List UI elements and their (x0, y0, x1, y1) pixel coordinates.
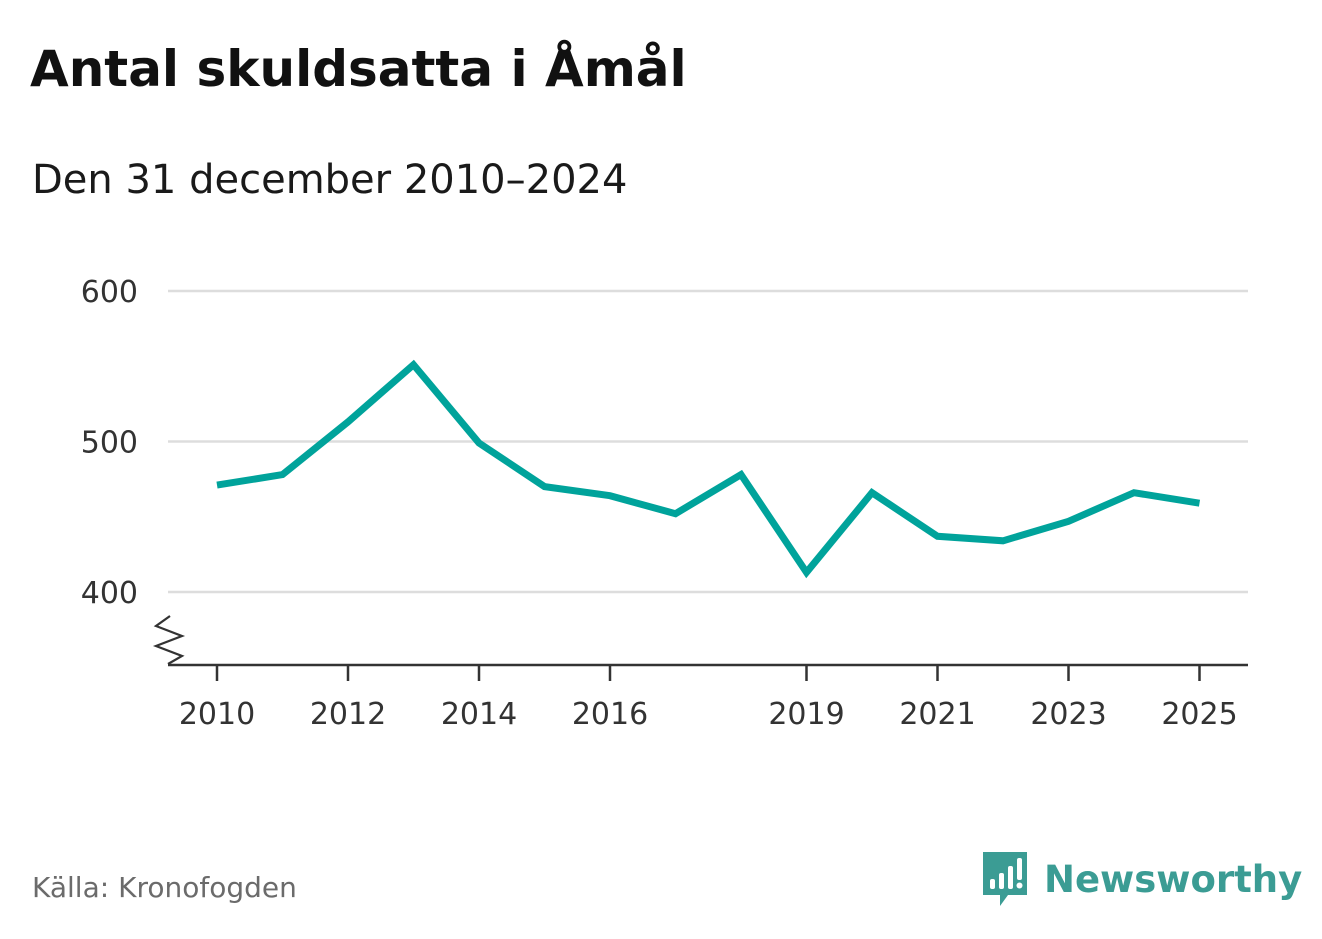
data-point-2021 (934, 533, 941, 540)
data-point-2020 (869, 489, 876, 496)
data-point-2013 (410, 361, 417, 368)
x-tick-label: 2014 (441, 697, 517, 732)
chart-title: Antal skuldsatta i Åmål (30, 40, 687, 98)
source-note: Källa: Kronofogden (32, 871, 297, 904)
y-tick-label: 500 (81, 426, 138, 461)
data-point-2014 (476, 440, 483, 447)
data-point-2022 (1000, 537, 1007, 544)
data-point-2019 (803, 569, 810, 576)
data-point-2024 (1131, 489, 1138, 496)
data-point-2015 (541, 483, 548, 490)
data-point-2012 (345, 418, 352, 425)
x-tick-label: 2025 (1161, 697, 1237, 732)
data-point-2023 (1065, 518, 1072, 525)
data-point-2025 (1196, 500, 1203, 507)
x-tick-label: 2019 (768, 697, 844, 732)
x-tick-label: 2021 (899, 697, 975, 732)
gridlines (168, 289, 1248, 594)
series-line-0 (216, 359, 1201, 579)
x-tick-label: 2012 (310, 697, 386, 732)
x-tick-label: 2023 (1030, 697, 1106, 732)
brand-name: Newsworthy (1044, 858, 1303, 901)
axis-break-icon (152, 615, 186, 665)
y-axis-ticks: 400 500 600 (81, 275, 138, 611)
y-tick-label: 400 (81, 576, 138, 611)
data-point-2018 (738, 471, 745, 478)
y-tick-label: 600 (81, 275, 138, 310)
brand-logo: Newsworthy (980, 848, 1302, 912)
bar-chart-speech-bubble-icon (983, 852, 1027, 906)
data-point-2010 (214, 482, 221, 489)
chart-subtitle: Den 31 december 2010–2024 (32, 157, 628, 203)
axes (152, 615, 1248, 667)
data-point-2017 (672, 510, 679, 517)
data-point-2016 (607, 492, 614, 499)
x-tick-label: 2016 (572, 697, 648, 732)
x-axis-ticks: 2010 2012 2014 2016 2019 2021 2023 2025 (179, 665, 1238, 732)
x-tick-label: 2010 (179, 697, 255, 732)
data-point-2011 (279, 471, 286, 478)
series-group (214, 359, 1203, 579)
